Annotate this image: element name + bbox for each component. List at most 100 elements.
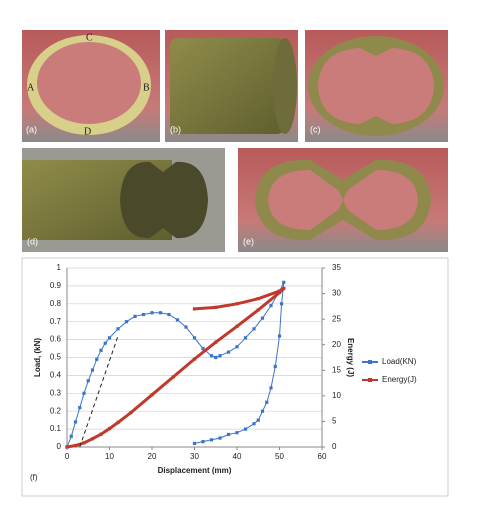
data-point [282, 280, 286, 284]
data-point [277, 334, 282, 338]
data-point [243, 427, 248, 431]
data-point [150, 311, 154, 315]
legend-marker [368, 378, 372, 382]
data-point [252, 422, 256, 426]
point-label: D [84, 126, 91, 137]
data-point [226, 350, 231, 354]
y-tick-label: 0.9 [50, 281, 62, 290]
data-point [235, 324, 239, 328]
legend-label: Load(KN) [382, 357, 417, 366]
data-point [107, 336, 112, 340]
data-point [141, 312, 146, 317]
data-point [82, 391, 86, 395]
data-point [150, 393, 154, 397]
x-tick-label: 40 [233, 452, 242, 461]
data-point [129, 411, 133, 415]
data-point [116, 420, 120, 425]
data-point [201, 440, 205, 444]
photo-b: (b) [165, 30, 298, 142]
y2-tick-label: 0 [332, 442, 337, 451]
data-point [218, 436, 222, 440]
x-axis-title: Displacement (mm) [158, 466, 232, 475]
y2-tick-label: 5 [332, 417, 337, 426]
y-tick-label: 0 [57, 442, 62, 451]
data-point [209, 354, 214, 358]
data-point [269, 386, 273, 390]
dashed-line [79, 335, 119, 448]
data-point [269, 303, 273, 308]
data-point [214, 305, 218, 309]
data-point [218, 354, 222, 358]
y-tick-label: 1 [57, 263, 62, 272]
data-point [226, 432, 231, 437]
data-point [214, 340, 218, 344]
data-point [235, 302, 239, 306]
photo-c: (c) [305, 30, 448, 142]
x-tick-label: 20 [148, 452, 157, 461]
legend-marker [368, 360, 372, 364]
data-point [265, 400, 269, 404]
y-tick-label: 0.3 [50, 388, 62, 397]
data-point [260, 409, 265, 413]
photo-a: (a) A B C D [22, 30, 160, 142]
data-point [252, 327, 256, 331]
point-label: A [27, 82, 35, 93]
data-point [73, 420, 78, 424]
y-tick-label: 0.6 [50, 335, 62, 344]
y-tick-label: 0.2 [50, 406, 62, 415]
data-point [256, 418, 260, 422]
data-point [65, 445, 69, 449]
data-point [99, 432, 103, 436]
chart: 00.10.20.30.40.50.60.70.80.9105101520253… [30, 263, 417, 482]
point-label: C [86, 32, 93, 43]
chart-frame [21, 257, 449, 497]
y2-tick-label: 20 [332, 340, 341, 349]
data-point [107, 426, 112, 431]
data-point [69, 434, 73, 438]
panel-label: (b) [170, 124, 181, 134]
data-point [260, 316, 265, 320]
data-point [82, 441, 86, 445]
data-point [192, 357, 197, 361]
data-point [201, 346, 205, 351]
y-axis-title: Load, (kN) [33, 338, 42, 377]
data-point [192, 336, 197, 340]
data-point [86, 379, 90, 383]
data-point [73, 443, 78, 448]
y2-axis-title: Energy (J) [346, 338, 355, 377]
panel-label: (e) [243, 236, 254, 246]
data-point [235, 345, 239, 349]
data-point [209, 438, 214, 442]
data-point [171, 375, 175, 379]
x-tick-label: 50 [275, 452, 284, 461]
data-point [184, 325, 188, 329]
data-point [256, 297, 260, 301]
data-point [90, 368, 95, 372]
y2-tick-label: 15 [332, 365, 341, 374]
data-point [256, 308, 260, 312]
data-point [158, 311, 163, 315]
y2-tick-label: 25 [332, 314, 341, 323]
panel-label: (d) [27, 236, 38, 246]
data-point [280, 302, 284, 306]
data-point [214, 355, 218, 360]
y2-tick-label: 35 [332, 263, 341, 272]
data-point [192, 307, 197, 311]
photo-e: (e) [238, 148, 448, 252]
data-point [273, 364, 277, 369]
data-point [277, 289, 282, 293]
data-point [192, 441, 197, 446]
data-point [95, 357, 99, 361]
y2-tick-label: 30 [332, 289, 341, 298]
x-tick-label: 30 [190, 452, 199, 461]
panel-label: (c) [310, 124, 321, 134]
data-point [133, 314, 137, 318]
data-point [124, 320, 129, 324]
x-tick-label: 60 [318, 452, 327, 461]
point-label: B [143, 82, 150, 93]
data-point [90, 437, 95, 441]
data-point [99, 348, 103, 352]
y-tick-label: 0.4 [50, 371, 62, 380]
